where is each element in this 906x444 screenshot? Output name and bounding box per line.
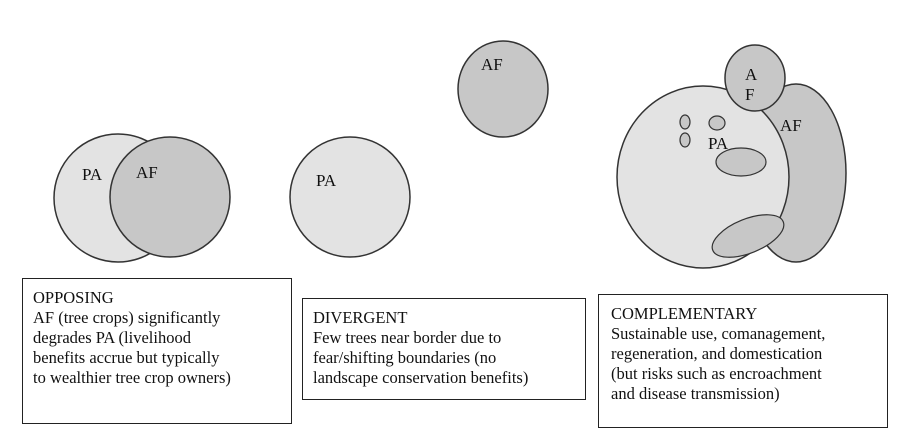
opposing-line: to wealthier tree crop owners) (33, 368, 231, 387)
opposing-diagram: PA AF (53, 133, 231, 263)
complementary-line: (but risks such as encroachment (611, 364, 822, 383)
opposing-af-label: AF (136, 163, 158, 182)
complementary-af-small-label-a: A (745, 65, 758, 84)
complementary-af-small-label-f: F (745, 85, 754, 104)
complementary-af-small-circle (724, 44, 786, 112)
complementary-patch-5 (711, 214, 785, 258)
complementary-pa-label: PA (708, 134, 729, 153)
divergent-pa-label: PA (316, 171, 337, 190)
opposing-line: benefits accrue but typically (33, 348, 220, 367)
opposing-line: degrades PA (livelihood (33, 328, 191, 347)
opposing-af-circle (109, 136, 231, 258)
divergent-af-circle (457, 40, 549, 138)
opposing-description-box: OPPOSING AF (tree crops) significantly d… (22, 278, 292, 424)
complementary-line: Sustainable use, comanagement, (611, 324, 826, 343)
complementary-description-box: COMPLEMENTARY Sustainable use, comanagem… (598, 294, 888, 428)
complementary-patch-3 (708, 115, 726, 131)
complementary-line: and disease transmission) (611, 384, 780, 403)
complementary-patch-4 (715, 147, 767, 177)
divergent-line: landscape conservation benefits) (313, 368, 529, 387)
divergent-af-label: AF (481, 55, 503, 74)
opposing-line: AF (tree crops) significantly (33, 308, 221, 327)
divergent-line: Few trees near border due to (313, 328, 502, 347)
complementary-af-right-label: AF (780, 116, 802, 135)
divergent-diagram: AF PA (289, 40, 549, 258)
complementary-line: regeneration, and domestication (611, 344, 823, 363)
divergent-title: DIVERGENT (313, 308, 408, 327)
divergent-pa-circle (289, 136, 411, 258)
complementary-title: COMPLEMENTARY (611, 304, 758, 323)
complementary-patch-1 (679, 114, 691, 130)
divergent-line: fear/shifting boundaries (no (313, 348, 497, 367)
opposing-title: OPPOSING (33, 288, 114, 307)
opposing-pa-label: PA (82, 165, 103, 184)
divergent-description-box: DIVERGENT Few trees near border due to f… (302, 298, 586, 400)
complementary-patch-2 (679, 132, 691, 148)
complementary-diagram: A F PA AF (616, 44, 847, 269)
